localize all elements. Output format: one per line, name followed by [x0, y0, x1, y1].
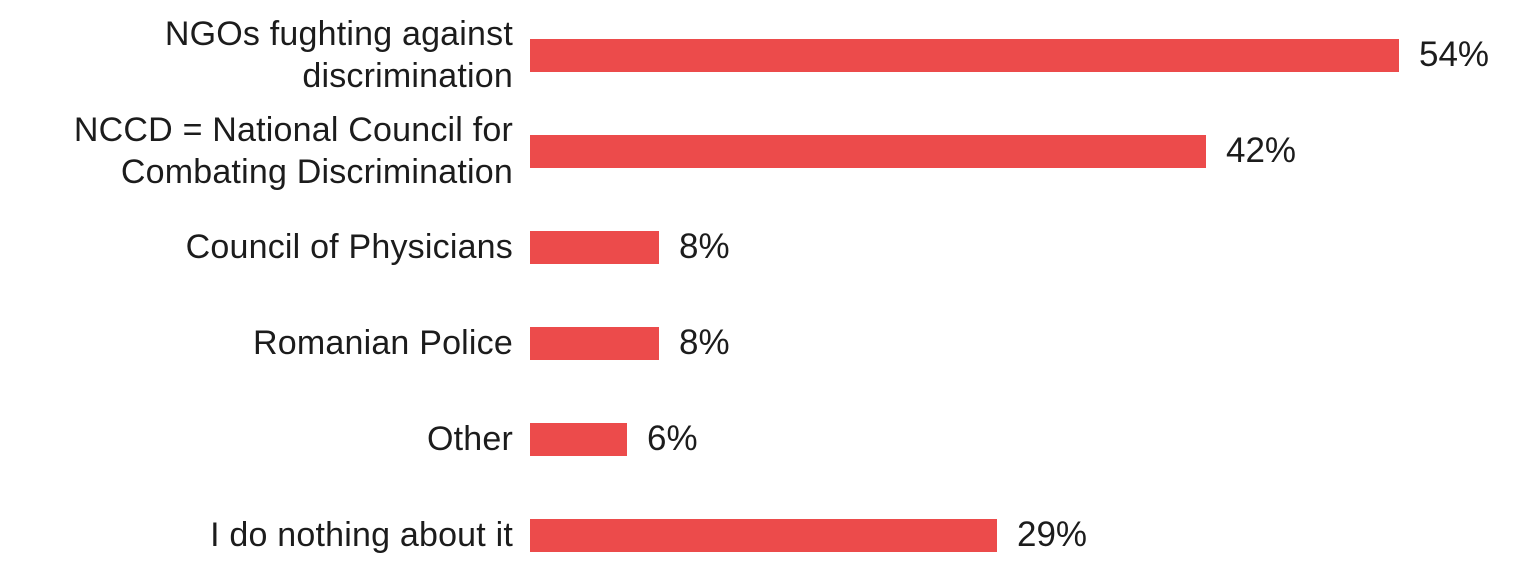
category-label: I do nothing about it	[210, 516, 513, 554]
value-label: 29%	[1017, 515, 1088, 554]
category-label: NCCD = National Council for Combating Di…	[73, 111, 513, 191]
category-label: NGOs fughting against discrimination	[164, 15, 513, 95]
chart-row: NCCD = National Council for Combating Di…	[0, 103, 1523, 199]
value-label: 6%	[647, 419, 698, 458]
bar	[530, 422, 627, 456]
bar	[530, 38, 1399, 72]
category-label: Council of Physicians	[185, 228, 513, 266]
chart-row: Other 6%	[0, 391, 1523, 487]
value-label: 42%	[1226, 131, 1297, 170]
bar-chart: NGOs fughting against discrimination 54%…	[0, 7, 1523, 583]
value-label: 8%	[679, 323, 730, 362]
value-label: 8%	[679, 227, 730, 266]
bar	[530, 134, 1206, 168]
bar	[530, 326, 659, 360]
bar	[530, 518, 997, 552]
value-label: 54%	[1419, 35, 1490, 74]
category-label: Romanian Police	[252, 324, 513, 362]
bar	[530, 230, 659, 264]
chart-row: NGOs fughting against discrimination 54%	[0, 7, 1523, 103]
chart-row: I do nothing about it 29%	[0, 487, 1523, 583]
category-label: Other	[426, 420, 513, 458]
chart-row: Council of Physicians 8%	[0, 199, 1523, 295]
chart-row: Romanian Police 8%	[0, 295, 1523, 391]
